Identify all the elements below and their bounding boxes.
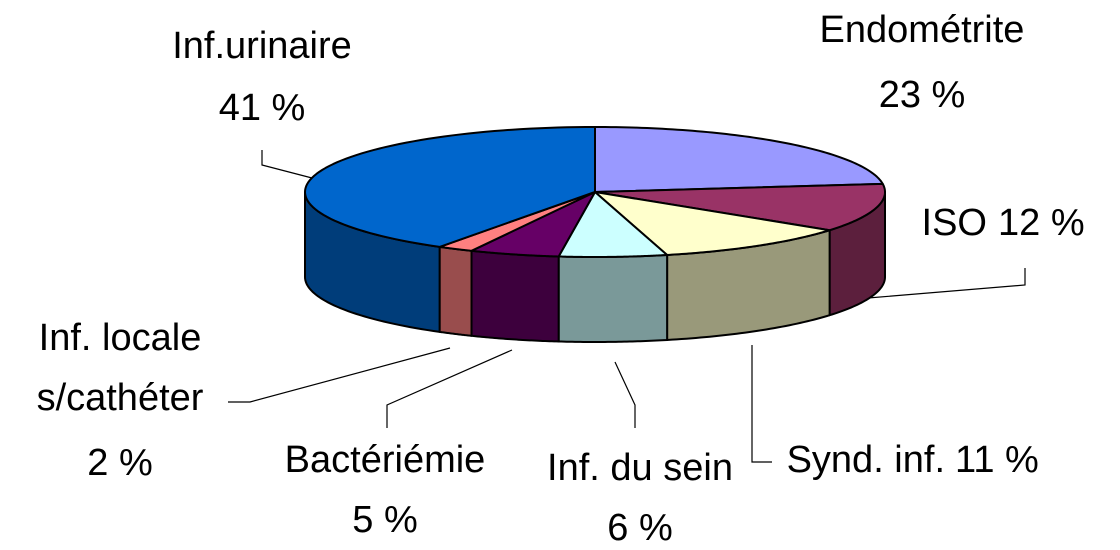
leader-line (228, 347, 451, 403)
slice-side (470, 249, 560, 343)
value-label: 41 % (219, 87, 306, 129)
value-label: 12 % (998, 202, 1085, 244)
side-walls (304, 191, 886, 343)
slice-label: ISO (922, 202, 987, 244)
slice (594, 191, 831, 256)
slice (557, 191, 669, 258)
slice-label: Bactériémie (285, 439, 486, 481)
slice (594, 126, 884, 193)
leader-line (614, 361, 636, 428)
slice-label: Synd. inf. (787, 439, 945, 481)
label-line: Inf. locale (39, 317, 202, 359)
value-label: 23 % (879, 74, 966, 116)
slice-label: Inf.urinaire (172, 25, 352, 67)
leader-line (867, 268, 1026, 299)
slice (594, 182, 886, 232)
slice-label: Inf. du sein (547, 447, 733, 489)
leader-line (261, 150, 313, 179)
leader-lines (228, 150, 1026, 463)
value-label: 2 % (87, 442, 152, 484)
slice (470, 191, 596, 258)
slices (304, 126, 886, 258)
slice (304, 126, 596, 248)
label-line: s/cathéter (37, 377, 204, 419)
slice-label: Endométrite (820, 9, 1025, 51)
value-label: 6 % (607, 507, 672, 549)
value-label: 11 % (955, 439, 1039, 481)
leader-line (386, 349, 513, 428)
slice-label: Inf. locale s/cathéter (37, 317, 204, 419)
slice-side (438, 245, 473, 337)
slice-side (557, 253, 669, 343)
leader-line (751, 345, 772, 463)
value-label: 5 % (352, 499, 417, 541)
